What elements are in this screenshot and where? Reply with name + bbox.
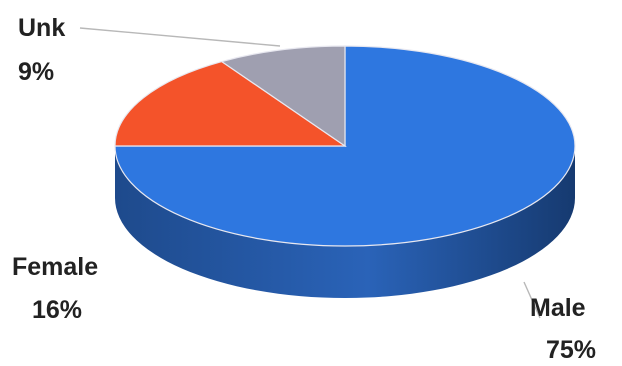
pie-leaders xyxy=(79,27,541,319)
pie-sides xyxy=(115,146,575,298)
slice-label-unk: Unk xyxy=(18,14,65,42)
leader-line-male xyxy=(523,281,541,319)
slice-label-male: Male xyxy=(530,294,586,322)
slice-value-male: 75% xyxy=(546,336,596,364)
slice-female xyxy=(114,60,347,147)
slice-male xyxy=(114,45,576,247)
slice-label-female: Female xyxy=(12,253,98,281)
slice-unk xyxy=(220,45,346,148)
pie-labels: Unk 9% Female 16% Male 75% xyxy=(12,14,596,364)
slice-side-male xyxy=(115,146,575,298)
leader-line-unk xyxy=(79,27,281,47)
slice-value-unk: 9% xyxy=(18,58,54,86)
pie-tops xyxy=(114,45,576,247)
slice-value-female: 16% xyxy=(32,296,82,324)
